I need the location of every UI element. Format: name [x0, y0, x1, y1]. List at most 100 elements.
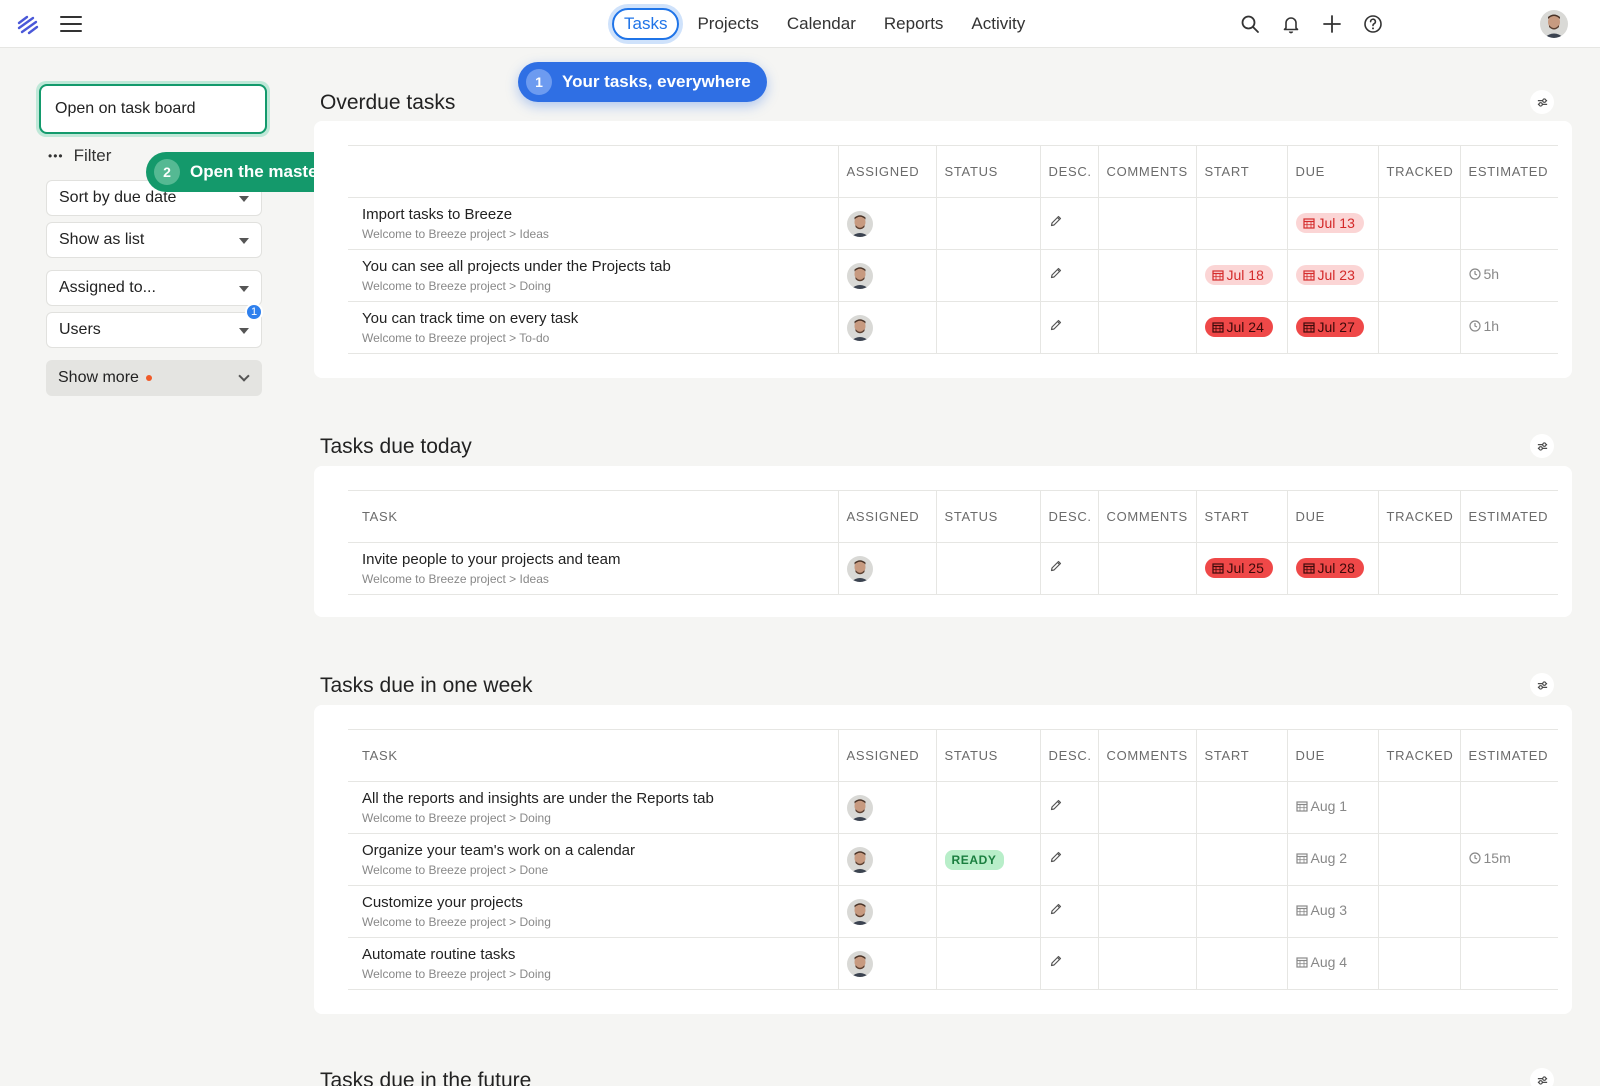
task-project-path[interactable]: Welcome to Breeze project > Done — [362, 863, 549, 877]
table-row[interactable]: All the reports and insights are under t… — [348, 781, 1558, 834]
comments-cell[interactable] — [1097, 197, 1196, 250]
start-cell[interactable] — [1195, 885, 1287, 938]
task-project-path[interactable]: Welcome to Breeze project > To-do — [362, 331, 550, 345]
tracked-cell[interactable] — [1377, 833, 1460, 886]
date-pill[interactable]: Aug 4 — [1295, 954, 1347, 970]
comments-cell[interactable] — [1097, 833, 1196, 886]
column-header-desc[interactable]: DESC. — [1039, 145, 1098, 198]
due-cell[interactable]: Aug 3 — [1286, 885, 1378, 938]
nav-reports[interactable]: Reports — [883, 14, 944, 33]
users-select[interactable]: Users — [46, 312, 262, 348]
filter-toggle[interactable]: ••• Filter — [48, 146, 111, 166]
column-header-status[interactable]: STATUS — [935, 490, 1040, 543]
column-header-start[interactable]: START — [1195, 145, 1287, 198]
column-header-estimated[interactable]: ESTIMATED — [1459, 729, 1558, 782]
user-avatar[interactable] — [1540, 10, 1568, 38]
task-project-path[interactable]: Welcome to Breeze project > Doing — [362, 967, 551, 981]
due-cell[interactable]: Aug 1 — [1286, 781, 1378, 834]
date-pill[interactable]: Jul 23 — [1295, 265, 1364, 285]
nav-projects[interactable]: Projects — [697, 14, 759, 33]
date-pill[interactable]: Jul 27 — [1295, 317, 1364, 337]
status-cell[interactable] — [935, 885, 1040, 938]
column-header-comments[interactable]: COMMENTS — [1097, 145, 1196, 198]
column-header-tracked[interactable]: TRACKED — [1377, 729, 1460, 782]
column-header-assigned[interactable]: ASSIGNED — [837, 729, 936, 782]
column-header-estimated[interactable]: ESTIMATED — [1459, 490, 1558, 543]
tracked-cell[interactable] — [1377, 301, 1460, 354]
date-pill[interactable]: Jul 24 — [1204, 317, 1273, 337]
table-row[interactable]: Import tasks to Breeze Welcome to Breeze … — [348, 197, 1558, 250]
nav-activity[interactable]: Activity — [971, 14, 1026, 33]
task-project-path[interactable]: Welcome to Breeze project > Doing — [362, 915, 551, 929]
column-header-status[interactable]: STATUS — [935, 145, 1040, 198]
column-header-start[interactable]: START — [1195, 490, 1287, 543]
date-pill[interactable]: Jul 25 — [1204, 558, 1273, 578]
comments-cell[interactable] — [1097, 301, 1196, 354]
assignee-avatar[interactable] — [846, 314, 873, 341]
date-pill[interactable]: Jul 13 — [1295, 213, 1364, 233]
plus-icon[interactable] — [1322, 14, 1342, 34]
assignee-avatar[interactable] — [846, 210, 873, 237]
estimated-cell[interactable] — [1459, 937, 1558, 990]
tracked-cell[interactable] — [1377, 197, 1460, 250]
column-header-due[interactable]: DUE — [1286, 729, 1378, 782]
due-cell[interactable]: Jul 28 — [1286, 542, 1378, 595]
start-cell[interactable]: Jul 18 — [1195, 249, 1287, 302]
date-pill[interactable]: Jul 28 — [1295, 558, 1364, 578]
column-header-comments[interactable]: COMMENTS — [1097, 729, 1196, 782]
assignee-avatar[interactable] — [846, 950, 873, 977]
pencil-icon[interactable] — [1049, 954, 1063, 973]
due-cell[interactable]: Jul 27 — [1286, 301, 1378, 354]
estimated-cell[interactable]: 5h — [1459, 249, 1558, 302]
comments-cell[interactable] — [1097, 937, 1196, 990]
estimated-cell[interactable] — [1459, 197, 1558, 250]
assignee-avatar[interactable] — [846, 262, 873, 289]
tracked-cell[interactable] — [1377, 542, 1460, 595]
column-header-comments[interactable]: COMMENTS — [1097, 490, 1196, 543]
start-cell[interactable] — [1195, 197, 1287, 250]
date-pill[interactable]: Aug 1 — [1295, 798, 1347, 814]
status-cell[interactable] — [935, 781, 1040, 834]
comments-cell[interactable] — [1097, 249, 1196, 302]
column-header-desc[interactable]: DESC. — [1039, 729, 1098, 782]
status-cell[interactable] — [935, 301, 1040, 354]
comments-cell[interactable] — [1097, 885, 1196, 938]
assignee-avatar[interactable] — [846, 555, 873, 582]
column-header-tracked[interactable]: TRACKED — [1377, 145, 1460, 198]
bell-icon[interactable] — [1281, 14, 1301, 34]
estimated-cell[interactable]: 15m — [1459, 833, 1558, 886]
search-icon[interactable] — [1240, 14, 1260, 34]
date-pill[interactable]: Aug 2 — [1295, 850, 1347, 866]
table-row[interactable]: Customize your projects Welcome to Breeze… — [348, 885, 1558, 938]
pencil-icon[interactable] — [1049, 214, 1063, 233]
status-cell[interactable] — [935, 249, 1040, 302]
pencil-icon[interactable] — [1049, 559, 1063, 578]
status-cell[interactable] — [935, 542, 1040, 595]
due-cell[interactable]: Jul 13 — [1286, 197, 1378, 250]
column-header-task[interactable] — [348, 145, 838, 198]
assignee-avatar[interactable] — [846, 846, 873, 873]
column-header-status[interactable]: STATUS — [935, 729, 1040, 782]
tracked-cell[interactable] — [1377, 249, 1460, 302]
column-header-tracked[interactable]: TRACKED — [1377, 490, 1460, 543]
table-row[interactable]: Organize your team's work on a calendar W… — [348, 833, 1558, 886]
column-header-desc[interactable]: DESC. — [1039, 490, 1098, 543]
pencil-icon[interactable] — [1049, 266, 1063, 285]
section-settings-icon[interactable] — [1530, 90, 1554, 114]
column-header-start[interactable]: START — [1195, 729, 1287, 782]
status-cell[interactable] — [935, 197, 1040, 250]
estimated-cell[interactable] — [1459, 542, 1558, 595]
estimated-cell[interactable] — [1459, 885, 1558, 938]
task-name[interactable]: You can track time on every task — [362, 310, 579, 327]
open-on-task-board-button[interactable]: Open on task board — [39, 84, 267, 134]
breeze-logo-icon[interactable] — [16, 14, 40, 36]
status-badge[interactable]: READY — [944, 849, 1004, 870]
start-cell[interactable] — [1195, 833, 1287, 886]
assigned-to-select[interactable]: Assigned to... — [46, 270, 262, 306]
tracked-cell[interactable] — [1377, 937, 1460, 990]
show-as-select[interactable]: Show as list — [46, 222, 262, 258]
date-pill[interactable]: Aug 3 — [1295, 902, 1347, 918]
table-row[interactable]: Automate routine tasks Welcome to Breeze … — [348, 937, 1558, 990]
table-row[interactable]: You can track time on every task Welcome … — [348, 301, 1558, 354]
task-name[interactable]: Customize your projects — [362, 894, 523, 911]
